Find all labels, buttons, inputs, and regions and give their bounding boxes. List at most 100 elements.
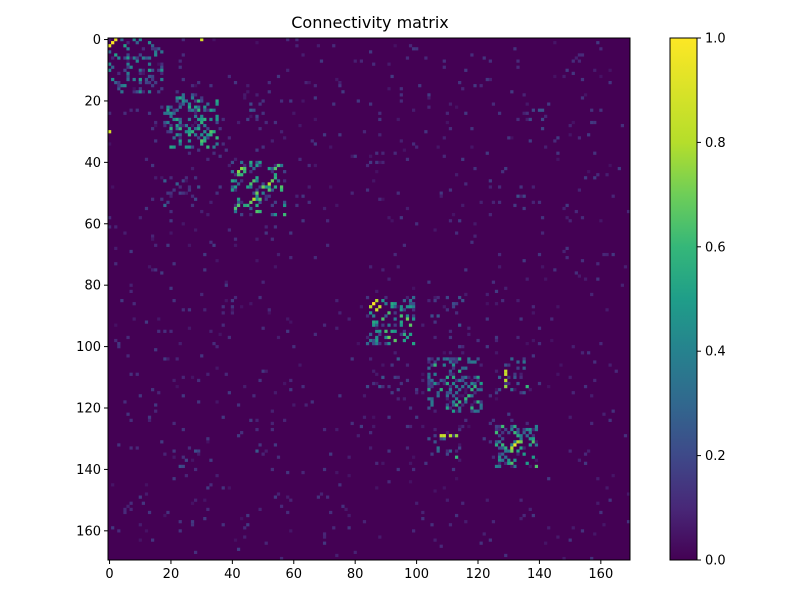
heatmap-cell [270,188,274,192]
heatmap-cell [129,446,133,450]
heatmap-cell [126,62,130,66]
heatmap-cell [433,335,437,340]
heatmap-cell [378,160,382,165]
heatmap-cell [421,391,425,395]
heatmap-cell [215,99,219,103]
heatmap-cell [150,44,155,48]
heatmap-cell [454,105,459,109]
heatmap-cell [249,163,253,168]
heatmap-cell [117,80,121,85]
heatmap-cell [467,332,471,336]
heatmap-cell [507,412,511,416]
heatmap-cell [117,529,121,533]
heatmap-cell [190,375,195,379]
heatmap-cell [461,378,465,383]
heatmap-cell [593,360,597,364]
heatmap-cell [307,185,311,189]
heatmap-cell [206,507,210,512]
heatmap-cell [221,415,225,419]
heatmap-cell [279,163,284,168]
heatmap-cell [322,541,327,545]
heatmap-cell [233,80,238,85]
chart-title: Connectivity matrix [291,13,449,32]
heatmap-cell [587,449,591,453]
heatmap-cell [129,249,133,254]
heatmap-cell [270,421,274,426]
heatmap-cell [249,418,253,422]
heatmap-cell [531,185,535,189]
heatmap-cell [540,108,545,112]
heatmap-cell [393,323,397,327]
y-tick-label: 40 [84,156,101,171]
heatmap-cell [197,99,201,103]
heatmap-cell [375,170,379,174]
heatmap-cell [117,87,121,91]
heatmap-cell [286,470,290,475]
heatmap-cell [568,219,572,223]
heatmap-cell [608,163,612,168]
heatmap-cell [169,114,173,118]
heatmap-cell [236,120,241,125]
heatmap-cell [574,56,578,60]
heatmap-cell [157,62,161,66]
heatmap-cell [212,341,216,346]
heatmap-cell [464,391,468,395]
heatmap-cell [347,317,351,321]
heatmap-cell [264,541,268,545]
heatmap-cell [190,166,195,171]
heatmap-cell [580,77,585,82]
heatmap-cell [454,311,459,315]
heatmap-cell [172,145,176,149]
heatmap-cell [424,461,428,465]
heatmap-cell [258,507,262,512]
heatmap-cell [206,437,210,441]
heatmap-cell [187,133,192,137]
heatmap-cell [209,200,213,204]
heatmap-cell [504,427,508,432]
heatmap-cell [126,74,130,79]
heatmap-cell [587,133,591,137]
heatmap-cell [215,191,219,195]
heatmap-cell [273,213,278,217]
heatmap-cell [427,406,431,410]
heatmap-cell [184,145,188,149]
heatmap-cell [565,246,569,251]
heatmap-cell [347,455,351,459]
heatmap-cell [264,120,268,125]
heatmap-cell [190,203,195,208]
heatmap-cell [249,206,253,211]
heatmap-cell [224,283,228,287]
heatmap-cell [249,170,253,174]
heatmap-cell [255,259,259,263]
heatmap-cell [255,93,259,97]
heatmap-cell [184,99,188,103]
heatmap-cell [442,136,446,140]
heatmap-cell [516,65,520,69]
heatmap-cell [519,185,523,189]
heatmap-cell [605,252,609,257]
heatmap-cell [338,483,342,487]
heatmap-cell [445,394,449,398]
heatmap-cell [458,406,462,410]
heatmap-cell [356,341,360,346]
heatmap-cell [166,130,170,134]
heatmap-cell [147,41,152,45]
heatmap-cell [605,308,609,312]
heatmap-cell [430,452,434,456]
heatmap-cell [522,391,526,395]
heatmap-cell [375,335,379,340]
heatmap-cell [590,120,594,125]
heatmap-cell [129,56,133,60]
heatmap-cell [531,440,535,444]
heatmap-cell [516,431,520,435]
heatmap-cell [230,179,235,183]
heatmap-cell [193,133,198,137]
heatmap-cell [384,302,388,306]
heatmap-cell [448,388,453,392]
heatmap-cell [464,292,468,297]
heatmap-cell [427,366,431,370]
heatmap-cell [540,231,545,235]
heatmap-cell [488,394,492,398]
heatmap-cell [132,38,136,42]
heatmap-cell [307,163,311,168]
